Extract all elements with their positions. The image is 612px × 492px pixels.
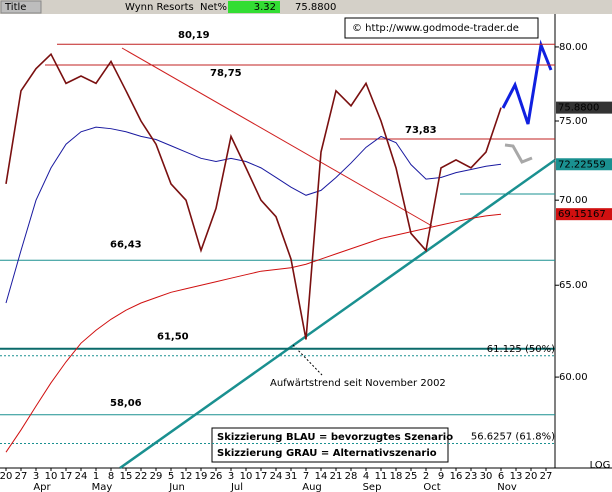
x-tick-label: 1 — [93, 471, 99, 482]
net-box — [228, 1, 280, 13]
month-label: Aug — [302, 482, 322, 492]
header-title: Wynn Resorts — [125, 2, 194, 13]
net-label: Net% — [200, 2, 227, 13]
annotation: Aufwärtstrend seit November 2002 — [270, 378, 446, 389]
last-value-label: 69.15167 — [558, 209, 606, 220]
x-tick-label: 13 — [510, 471, 523, 482]
level-label: 58,06 — [110, 398, 142, 409]
x-tick-label: 25 — [405, 471, 418, 482]
scenario-grey — [504, 143, 533, 164]
x-tick-label: 18 — [390, 471, 403, 482]
x-tick-label: 4 — [363, 471, 369, 482]
x-tick-label: 24 — [270, 471, 283, 482]
x-tick-label: 30 — [480, 471, 493, 482]
x-tick-label: 24 — [75, 471, 88, 482]
x-tick-label: 28 — [345, 471, 358, 482]
x-tick-label: 23 — [465, 471, 478, 482]
y-tick-label: 70.00 — [559, 195, 588, 206]
x-tick-label: 27 — [15, 471, 28, 482]
x-tick-label: 11 — [375, 471, 388, 482]
level-label: 66,43 — [110, 239, 142, 250]
x-tick-label: 20 — [0, 471, 12, 482]
x-tick-label: 17 — [60, 471, 73, 482]
x-tick-label: 20 — [525, 471, 538, 482]
legend-line: Skizzierung BLAU = bevorzugtes Szenario — [217, 432, 453, 443]
x-tick-label: 22 — [135, 471, 148, 482]
x-tick-label: 3 — [33, 471, 39, 482]
legend-box — [211, 427, 449, 463]
series-line — [5, 52, 502, 340]
copyright: © http://www.godmode-trader.de — [352, 23, 519, 34]
month-label: Jul — [230, 482, 243, 492]
month-label: Nov — [497, 482, 517, 492]
y-tick-label: 60.00 — [559, 372, 588, 383]
level-label: 61,50 — [157, 332, 189, 343]
annotation-arrow — [292, 344, 323, 376]
x-tick-label: 5 — [168, 471, 174, 482]
x-tick-label: 19 — [195, 471, 208, 482]
last-value-box — [556, 101, 612, 114]
x-tick-label: 6 — [498, 471, 504, 482]
level-label: 56.6257 (61.8%) — [471, 432, 555, 443]
last-value-box — [556, 208, 612, 221]
y-tick-label: 75.00 — [559, 116, 588, 127]
month-label: May — [92, 482, 113, 492]
y-tick-label: 65.00 — [559, 280, 588, 291]
uptrend — [119, 158, 556, 470]
x-tick-label: 31 — [285, 471, 298, 482]
x-tick-label: 17 — [255, 471, 268, 482]
month-label: Sep — [363, 482, 382, 492]
series-line — [5, 126, 502, 304]
level-label: 78,75 — [210, 68, 242, 79]
tab[interactable] — [0, 0, 42, 14]
header-last: 75.8800 — [295, 2, 336, 13]
last-value-box — [556, 158, 612, 171]
x-tick-label: 16 — [450, 471, 463, 482]
x-tick-label: 29 — [150, 471, 163, 482]
level-label: 61.125 (50%) — [487, 344, 555, 355]
net-value: 3.32 — [254, 2, 276, 13]
last-value-label: 72.22559 — [558, 159, 606, 170]
level-label: 73,83 — [405, 125, 437, 136]
series-line — [5, 213, 502, 453]
x-tick-label: 15 — [120, 471, 133, 482]
x-tick-label: 10 — [45, 471, 58, 482]
month-label: Jun — [168, 482, 185, 492]
scenario-blue — [501, 39, 553, 125]
x-tick-label: 12 — [180, 471, 193, 482]
tab-label: Title — [4, 2, 26, 13]
month-label: Apr — [33, 482, 51, 492]
x-tick-label: 7 — [303, 471, 309, 482]
x-tick-label: 8 — [108, 471, 114, 482]
x-tick-label: 14 — [315, 471, 328, 482]
x-tick-label: 27 — [540, 471, 553, 482]
month-label: Oct — [423, 482, 440, 492]
x-tick-label: 3 — [228, 471, 234, 482]
downtrend — [121, 47, 433, 227]
x-tick-label: 21 — [330, 471, 343, 482]
copyright-box — [344, 17, 539, 39]
last-value-label: 75.8800 — [558, 103, 599, 114]
x-tick-label: 26 — [210, 471, 223, 482]
level-label: 80,19 — [178, 30, 210, 41]
legend-line: Skizzierung GRAU = Alternativszenario — [217, 448, 437, 459]
x-tick-label: 9 — [438, 471, 444, 482]
y-tick-label: 80.00 — [559, 42, 588, 53]
header-bar — [0, 0, 612, 14]
x-tick-label: 10 — [240, 471, 253, 482]
x-tick-label: 2 — [423, 471, 429, 482]
log-label: LOG — [590, 460, 611, 471]
